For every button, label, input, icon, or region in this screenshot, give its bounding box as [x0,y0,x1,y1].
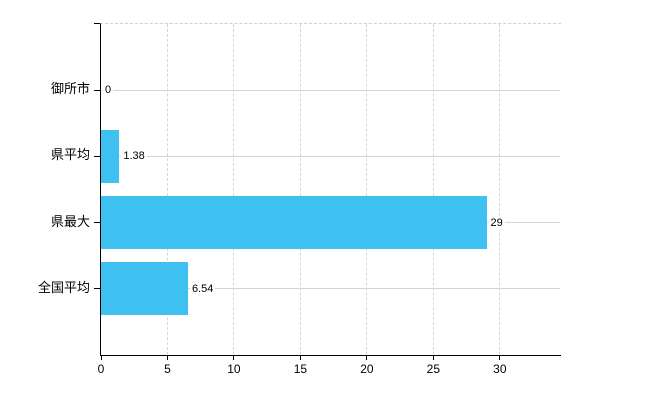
x-axis-tick [499,356,501,360]
bar-value-label: 0 [103,83,114,98]
bar-value-label: 29 [488,215,505,230]
category-gridline [101,89,560,91]
y-axis-tick [94,155,100,157]
y-axis-top-tick [94,23,100,24]
x-axis-tick-label: 15 [293,362,308,376]
category-label: 御所市 [50,81,90,97]
x-axis-tick [233,356,235,360]
x-axis-tick-label: 10 [227,362,241,376]
x-axis-tick-label: 0 [97,362,105,376]
category-gridline [101,288,560,290]
y-axis-tick [94,222,100,224]
category-label: 全国平均 [37,279,90,295]
x-axis-tick [166,356,168,360]
y-axis-tick [94,288,100,290]
y-axis-category-labels: 御所市県平均県最大全国平均 [0,0,90,400]
bar-全国平均 [101,262,188,316]
x-gridline [166,24,168,355]
bar-value-label: 6.54 [189,281,216,296]
x-axis-tick [366,356,368,360]
x-gridline [299,24,301,355]
x-axis-tick [299,356,301,360]
x-gridline [499,24,501,355]
bar-県最大 [101,196,487,250]
bar-value-label: 1.38 [121,149,147,164]
x-axis-tick [100,356,102,360]
y-axis-tick [94,89,100,91]
x-axis-tick-label: 5 [164,362,171,376]
category-label: 県平均 [50,147,90,163]
x-axis-tick-label: 25 [426,362,441,376]
plot-area: 0 5 10 15 20 25 30 0 1.38 29 6.54 [94,23,561,376]
x-axis-tick-label: 30 [493,362,507,376]
x-gridline [233,24,235,355]
x-axis-tick [432,356,434,360]
x-gridline [366,24,368,355]
category-gridline [101,155,560,157]
x-gridline [432,24,434,355]
x-axis-tick-label: 20 [360,362,374,376]
bar-県平均 [101,129,120,183]
category-label: 県最大 [50,213,90,229]
